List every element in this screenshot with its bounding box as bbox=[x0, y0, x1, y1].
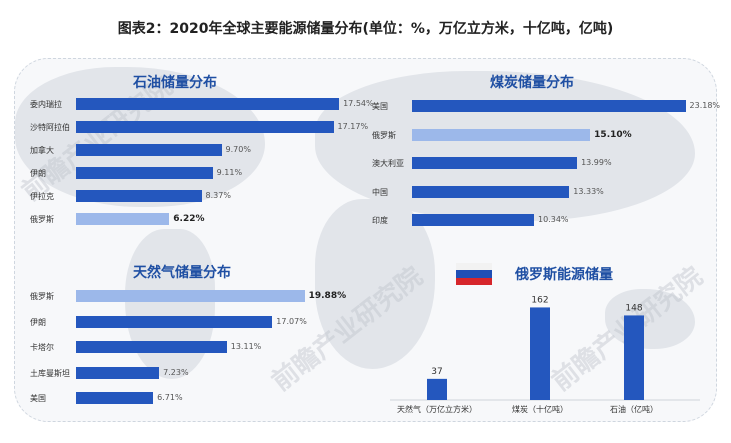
map-north-america bbox=[15, 67, 265, 207]
bar-value-label: 148 bbox=[625, 303, 642, 313]
bar-category-label: 美国 bbox=[372, 102, 388, 111]
flag-white-stripe bbox=[456, 263, 492, 271]
bar bbox=[76, 121, 334, 133]
bar-value-label: 7.23% bbox=[163, 367, 189, 377]
page-title: 图表2：2020年全球主要能源储量分布(单位：%，万亿立方米，十亿吨，亿吨) bbox=[117, 21, 614, 37]
bar-category-label: 加拿大 bbox=[30, 146, 54, 155]
bar-category-label: 石油（亿吨） bbox=[610, 404, 658, 414]
bar-category-label: 伊朗 bbox=[30, 169, 46, 178]
bar-value-label: 10.34% bbox=[538, 215, 569, 224]
bar bbox=[76, 144, 222, 156]
bar bbox=[624, 315, 644, 400]
bar-category-label: 俄罗斯 bbox=[30, 215, 54, 224]
bar-category-label: 澳大利亚 bbox=[372, 159, 404, 168]
bar-category-label: 美国 bbox=[30, 394, 46, 403]
bar-category-label: 俄罗斯 bbox=[30, 292, 54, 301]
bar-category-label: 沙特阿拉伯 bbox=[30, 123, 70, 132]
bar-value-label: 9.11% bbox=[216, 168, 243, 177]
russia-flag bbox=[456, 263, 492, 285]
bar-value-label: 23.18% bbox=[689, 101, 721, 110]
bar bbox=[412, 157, 578, 169]
bar bbox=[76, 366, 160, 379]
coal-section-title: 煤炭储量分布 bbox=[490, 75, 574, 91]
bar-value-label: 6.22% bbox=[173, 214, 205, 224]
bar-value-label: 37 bbox=[431, 367, 442, 377]
bar-category-label: 印度 bbox=[372, 216, 388, 225]
map-australia bbox=[605, 289, 695, 349]
russia-section-title: 俄罗斯能源储量 bbox=[515, 267, 613, 283]
bar-category-label: 中国 bbox=[372, 187, 388, 197]
bar-value-label: 17.07% bbox=[276, 316, 307, 326]
bar bbox=[76, 213, 170, 225]
bar bbox=[76, 315, 273, 328]
bar bbox=[427, 378, 447, 400]
bar-value-label: 13.11% bbox=[230, 342, 262, 351]
bar bbox=[76, 190, 202, 202]
bar bbox=[76, 290, 305, 302]
bar-value-label: 8.37% bbox=[205, 191, 231, 200]
bar-category-label: 伊朗 bbox=[30, 317, 46, 327]
bar-value-label: 13.33% bbox=[573, 186, 604, 196]
gas-section-title: 天然气储量分布 bbox=[133, 265, 231, 281]
bar-value-label: 13.99% bbox=[581, 158, 612, 167]
flag-red-stripe bbox=[456, 277, 492, 285]
bar-value-label: 17.17% bbox=[337, 122, 369, 131]
bar bbox=[412, 214, 534, 226]
chart-panel: 前瞻产业研究院 前瞻产业研究院 前瞻产业研究院 bbox=[14, 58, 717, 422]
bar-value-label: 6.71% bbox=[157, 393, 183, 402]
bar bbox=[412, 128, 591, 141]
map-africa bbox=[315, 199, 435, 369]
flag-blue-stripe bbox=[456, 270, 492, 278]
bar-value-label: 15.10% bbox=[594, 129, 632, 140]
bar-category-label: 煤炭（十亿吨） bbox=[512, 404, 568, 414]
bar-category-label: 委内瑞拉 bbox=[30, 100, 62, 109]
bar-value-label: 9.70% bbox=[225, 145, 251, 154]
bar-value-label: 19.88% bbox=[308, 291, 347, 301]
bar-category-label: 伊拉克 bbox=[30, 192, 54, 201]
bar-value-label: 162 bbox=[531, 295, 548, 305]
map-south-america bbox=[125, 229, 215, 379]
bar bbox=[530, 307, 550, 400]
bar bbox=[412, 185, 570, 198]
oil-section-title: 石油储量分布 bbox=[133, 75, 217, 91]
bar bbox=[76, 392, 154, 404]
bar bbox=[412, 100, 686, 112]
bar bbox=[76, 167, 213, 179]
bar-category-label: 天然气（万亿立方米） bbox=[397, 404, 477, 414]
bar bbox=[76, 341, 227, 353]
bar-value-label: 17.54% bbox=[343, 99, 374, 108]
bar-category-label: 土库曼斯坦 bbox=[30, 368, 70, 378]
bar-category-label: 卡塔尔 bbox=[30, 343, 54, 352]
russia-reserves-chart: 37 天然气（万亿立方米） 162 煤炭（十亿吨） 148 石油（亿吨） bbox=[390, 295, 700, 414]
bar bbox=[76, 98, 340, 110]
bar-category-label: 俄罗斯 bbox=[372, 130, 396, 140]
